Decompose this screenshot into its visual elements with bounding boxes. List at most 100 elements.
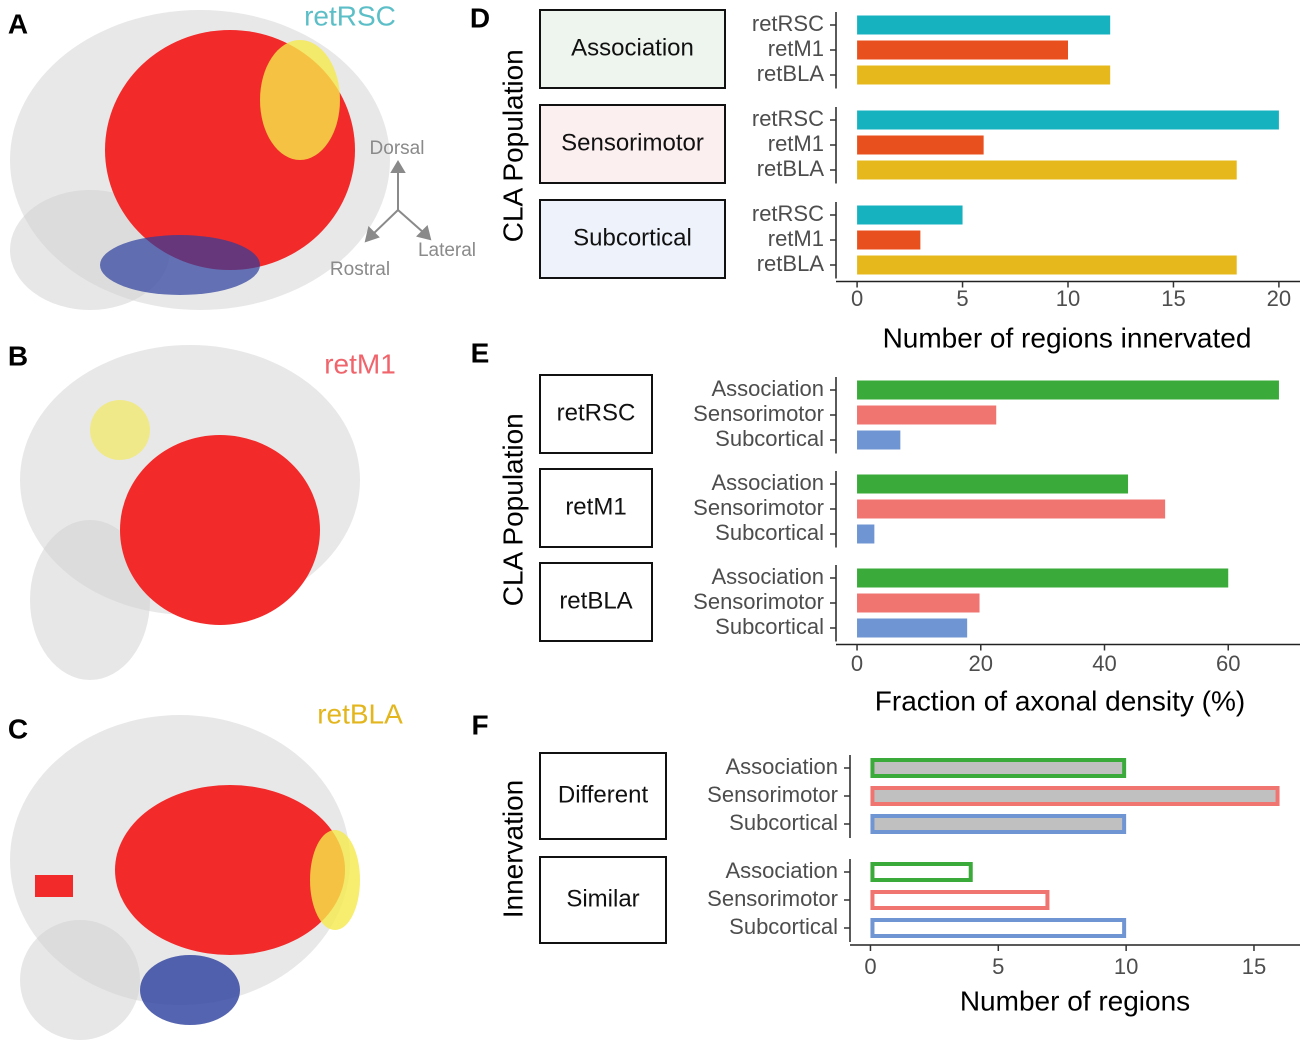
y-tick-label: retM1 [768, 131, 824, 156]
y-tick-label: Association [725, 858, 838, 883]
y-tick-label: retRSC [752, 201, 824, 226]
panel-letter: E [471, 337, 490, 368]
orientation-label: Rostral [330, 259, 390, 280]
bar [870, 890, 1050, 910]
y-tick-label: retRSC [752, 11, 824, 36]
panel-label: retM1 [324, 348, 396, 379]
brain-a [10, 10, 390, 310]
x-tick-label: 5 [992, 954, 1004, 979]
facet-strip [539, 562, 653, 642]
bar [857, 65, 1111, 85]
y-axis-title: CLA Population [497, 413, 528, 606]
panel-letter: D [470, 2, 490, 33]
bar [857, 430, 901, 450]
bar [857, 618, 968, 638]
x-tick-label: 0 [851, 651, 863, 676]
y-tick-label: Sensorimotor [707, 886, 838, 911]
y-tick-label: Sensorimotor [693, 495, 824, 520]
y-axis-title: CLA Population [497, 49, 528, 242]
x-tick-label: 60 [1216, 651, 1240, 676]
bar [870, 786, 1280, 806]
facet-label: Similar [566, 885, 639, 912]
bar [870, 918, 1127, 938]
y-tick-label: Association [711, 564, 824, 589]
bar [870, 758, 1127, 778]
y-tick-label: Association [725, 754, 838, 779]
x-tick-label: 15 [1161, 286, 1185, 311]
panel-label: retBLA [317, 698, 403, 729]
x-axis-title: Number of regions [960, 985, 1190, 1016]
panel-letter: B [8, 340, 28, 371]
bar [857, 40, 1068, 60]
bar [857, 15, 1111, 35]
facet-strip [539, 374, 653, 454]
facet-strip [539, 9, 726, 89]
panel-letter: A [8, 8, 28, 39]
y-tick-label: Subcortical [729, 810, 838, 835]
panel-letter: C [8, 713, 28, 744]
bar [857, 135, 984, 155]
x-tick-label: 0 [864, 954, 876, 979]
facet-label: retM1 [565, 493, 626, 520]
orientation-label: Lateral [418, 240, 476, 261]
bar [857, 568, 1229, 588]
facet-label: Subcortical [573, 224, 692, 251]
bar [870, 814, 1127, 834]
facet-label: Association [571, 34, 694, 61]
x-tick-label: 40 [1092, 651, 1116, 676]
facet-strip [539, 856, 667, 944]
x-tick-label: 10 [1114, 954, 1138, 979]
y-tick-label: retBLA [757, 61, 825, 86]
y-tick-label: retM1 [768, 226, 824, 251]
bar [857, 499, 1166, 519]
bar [857, 230, 921, 250]
y-tick-label: Sensorimotor [693, 589, 824, 614]
orientation-label: Dorsal [370, 138, 425, 159]
y-tick-label: Sensorimotor [693, 401, 824, 426]
bar [857, 524, 875, 544]
x-tick-label: 5 [956, 286, 968, 311]
x-tick-label: 15 [1242, 954, 1266, 979]
x-tick-label: 10 [1056, 286, 1080, 311]
panel-label: retRSC [304, 0, 396, 31]
bar [857, 593, 980, 613]
facet-label: retRSC [557, 399, 636, 426]
bar [857, 205, 963, 225]
brain-b [20, 345, 360, 680]
y-tick-label: retM1 [768, 36, 824, 61]
y-tick-label: retBLA [757, 251, 825, 276]
orientation-arrows [364, 160, 432, 243]
y-tick-label: Subcortical [715, 614, 824, 639]
bar [857, 110, 1279, 130]
x-axis-title: Number of regions innervated [883, 322, 1252, 353]
facet-strip [539, 752, 667, 840]
x-tick-label: 20 [1267, 286, 1291, 311]
panel-letter: F [471, 709, 488, 740]
bar [857, 255, 1237, 275]
bar [857, 405, 997, 425]
y-tick-label: Sensorimotor [707, 782, 838, 807]
x-tick-label: 20 [969, 651, 993, 676]
facet-strip [539, 199, 726, 279]
y-axis-title: Innervation [497, 780, 528, 919]
facet-label: Sensorimotor [561, 129, 704, 156]
bar [870, 862, 973, 882]
bar [857, 160, 1237, 180]
y-tick-label: Association [711, 470, 824, 495]
x-axis-title: Fraction of axonal density (%) [875, 685, 1245, 716]
y-tick-label: retRSC [752, 106, 824, 131]
y-tick-label: Association [711, 376, 824, 401]
x-tick-label: 0 [851, 286, 863, 311]
brain-c [10, 715, 360, 1040]
y-tick-label: Subcortical [715, 520, 824, 545]
y-tick-label: Subcortical [729, 914, 838, 939]
y-tick-label: Subcortical [715, 426, 824, 451]
y-tick-label: retBLA [757, 156, 825, 181]
bar [857, 474, 1129, 494]
facet-strip [539, 468, 653, 548]
facet-strip [539, 104, 726, 184]
bar [857, 380, 1279, 400]
facet-label: Different [558, 781, 649, 808]
facet-label: retBLA [559, 587, 632, 614]
